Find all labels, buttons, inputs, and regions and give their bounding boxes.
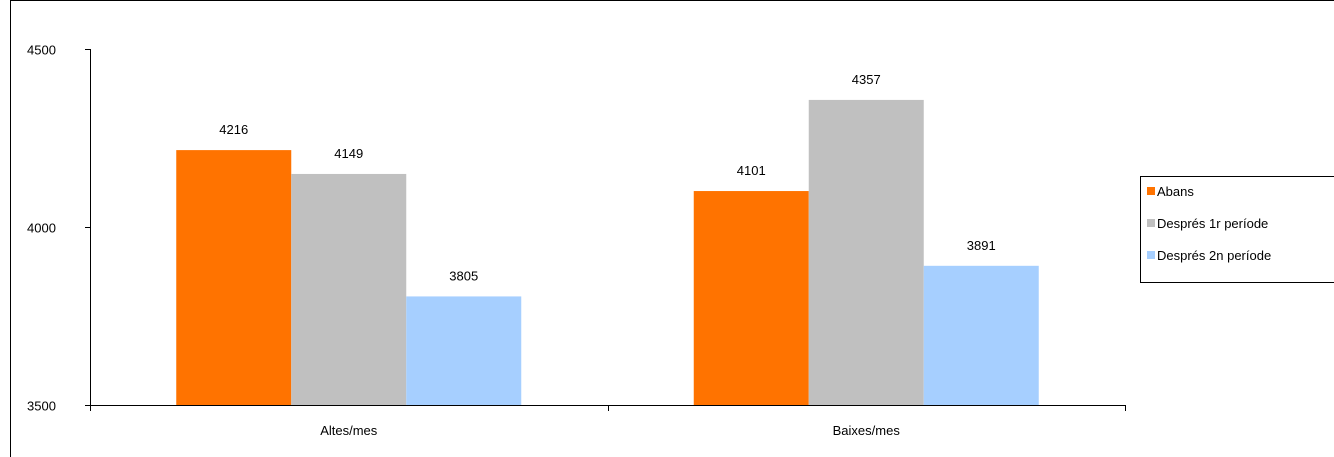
legend-label: Abans xyxy=(1157,184,1194,199)
bar xyxy=(291,173,407,405)
data-label: 4101 xyxy=(737,163,766,178)
legend-label: Després 2n període xyxy=(1157,248,1271,263)
data-label: 3891 xyxy=(967,238,996,253)
y-tick-label: 3500 xyxy=(27,399,56,414)
bar xyxy=(176,150,292,405)
chart-border xyxy=(10,0,1334,457)
axes: 3500 4000 4500 xyxy=(27,43,1126,414)
data-label: 4357 xyxy=(852,72,881,87)
y-tick-label: 4000 xyxy=(27,221,56,236)
category-label: Altes/mes xyxy=(320,423,378,438)
data-label: 4149 xyxy=(334,146,363,161)
legend: Abans Després 1r període Després 2n períod… xyxy=(1140,176,1334,283)
legend-label: Després 1r període xyxy=(1157,216,1268,231)
legend-swatch xyxy=(1147,251,1155,259)
labels: 4216 4149 3805 Altes/mes 4101 4357 3891 Baixes/… xyxy=(219,72,995,438)
legend-swatch xyxy=(1147,219,1155,227)
bar xyxy=(808,99,924,406)
category-label: Baixes/mes xyxy=(833,423,901,438)
bar xyxy=(406,296,522,405)
legend-box xyxy=(1140,176,1334,283)
bars xyxy=(176,99,1039,406)
y-tick-label: 4500 xyxy=(27,43,56,58)
data-label: 4216 xyxy=(219,122,248,137)
legend-swatch xyxy=(1147,187,1155,195)
data-label: 3805 xyxy=(449,268,478,283)
bar xyxy=(923,265,1039,405)
bar xyxy=(693,191,809,405)
